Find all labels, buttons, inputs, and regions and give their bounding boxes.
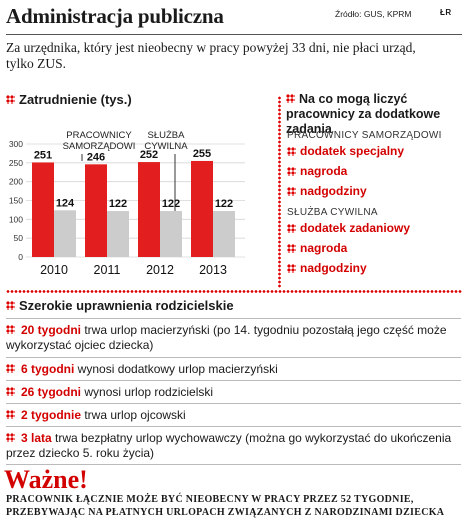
bar-series-2: [160, 211, 182, 257]
parental-row: 3 lata trwa bezpłatny urlop wychowawczy …: [6, 426, 461, 465]
parental-row: 2 tygodnie trwa urlop ojcowski: [6, 403, 461, 423]
bullet-dots-icon: [6, 387, 15, 396]
bullet-dots-icon: [6, 364, 15, 373]
bullet-dots-icon: [287, 187, 296, 196]
bonus-item: nagroda: [287, 161, 462, 181]
data-label-series-1: 246: [87, 151, 105, 163]
publisher-logo: ŁR: [440, 8, 452, 17]
y-tick-label: 150: [9, 196, 23, 206]
data-label-series-1: 255: [193, 148, 211, 160]
chart-heading: Zatrudnienie (tys.): [6, 92, 132, 107]
bonus-item: dodatek zadaniowy: [287, 218, 462, 238]
bullet-dots-icon: [6, 433, 15, 442]
important-heading: Ważne!: [4, 465, 88, 494]
bullet-dots-icon: [6, 95, 15, 104]
x-tick-label: 2011: [94, 263, 121, 277]
parental-row: 26 tygodni wynosi urlop rodzicielski: [6, 380, 461, 400]
bullet-dots-icon: [287, 224, 296, 233]
y-tick-label: 250: [9, 158, 23, 168]
bonus-list: PRACOWNICY SAMORZĄDOWI dodatek specjalny…: [287, 130, 462, 278]
bonus-item: nadgodziny: [287, 181, 462, 201]
data-label-series-1: 251: [34, 149, 52, 161]
panel-divider: [278, 96, 281, 288]
bonus-item: nadgodziny: [287, 258, 462, 278]
parental-row: 6 tygodni wynosi dodatkowy urlop macierz…: [6, 357, 461, 377]
parental-heading: Szerokie uprawnienia rodzicielskie: [6, 298, 234, 313]
y-tick-label: 0: [18, 252, 23, 262]
bullet-dots-icon: [287, 244, 296, 253]
bullet-dots-icon: [287, 264, 296, 273]
data-label-series-2: 122: [109, 198, 127, 210]
bar-series-1: [85, 164, 107, 257]
important-text: Pracownik łącznie może być nieobecny w p…: [6, 494, 445, 518]
group-label: SŁUŻBA CYWILNA: [287, 207, 378, 218]
bar-series-2: [213, 211, 235, 257]
source-note: Źródło: GUS, KPRM: [335, 9, 412, 19]
legend-series-1: PRACOWNICY SAMORZĄDOWI: [63, 130, 136, 152]
bonus-item: nagroda: [287, 238, 462, 258]
y-tick-label: 50: [14, 233, 24, 243]
title-divider: [6, 34, 462, 35]
data-label-series-2: 124: [56, 197, 75, 209]
chart-labels: 251 124 2010 246 122 2011 252 122 2012 255 122 2013: [34, 148, 233, 277]
section-divider: [6, 290, 462, 293]
data-label-series-2: 122: [215, 198, 233, 210]
bullet-dots-icon: [6, 301, 15, 310]
bar-series-2: [107, 211, 129, 257]
y-tick-label: 300: [9, 139, 23, 149]
bonus-item: dodatek specjalny: [287, 141, 462, 161]
page-title: Administracja publiczna: [6, 4, 224, 28]
data-label-series-1: 252: [140, 149, 158, 161]
chart-title: Zatrudnienie (tys.): [19, 92, 132, 107]
chart-bars: [32, 160, 235, 257]
x-tick-label: 2010: [40, 263, 68, 277]
page-subtitle: Za urzędnika, który jest nieobecny w pra…: [6, 40, 416, 71]
legend-series-2: SŁUŻBA CYWILNA: [144, 130, 188, 152]
bar-series-1: [138, 162, 160, 257]
parental-row: 20 tygodni trwa urlop macierzyński (po 1…: [6, 318, 461, 353]
x-tick-label: 2012: [146, 263, 174, 277]
x-tick-label: 2013: [199, 263, 227, 277]
bullet-dots-icon: [287, 147, 296, 156]
bullet-dots-icon: [286, 94, 295, 103]
y-tick-label: 100: [9, 214, 23, 224]
bar-series-1: [32, 162, 54, 257]
group-label: PRACOWNICY SAMORZĄDOWI: [287, 130, 442, 141]
bar-series-1: [191, 160, 213, 257]
bullet-dots-icon: [6, 325, 15, 334]
bonus-heading: Na co mogą liczyć pracownicy za dodatkow…: [286, 92, 441, 136]
bullet-dots-icon: [287, 167, 296, 176]
bullet-dots-icon: [6, 410, 15, 419]
bar-series-2: [54, 210, 76, 257]
data-label-series-2: 122: [162, 198, 180, 210]
y-tick-label: 200: [9, 177, 23, 187]
